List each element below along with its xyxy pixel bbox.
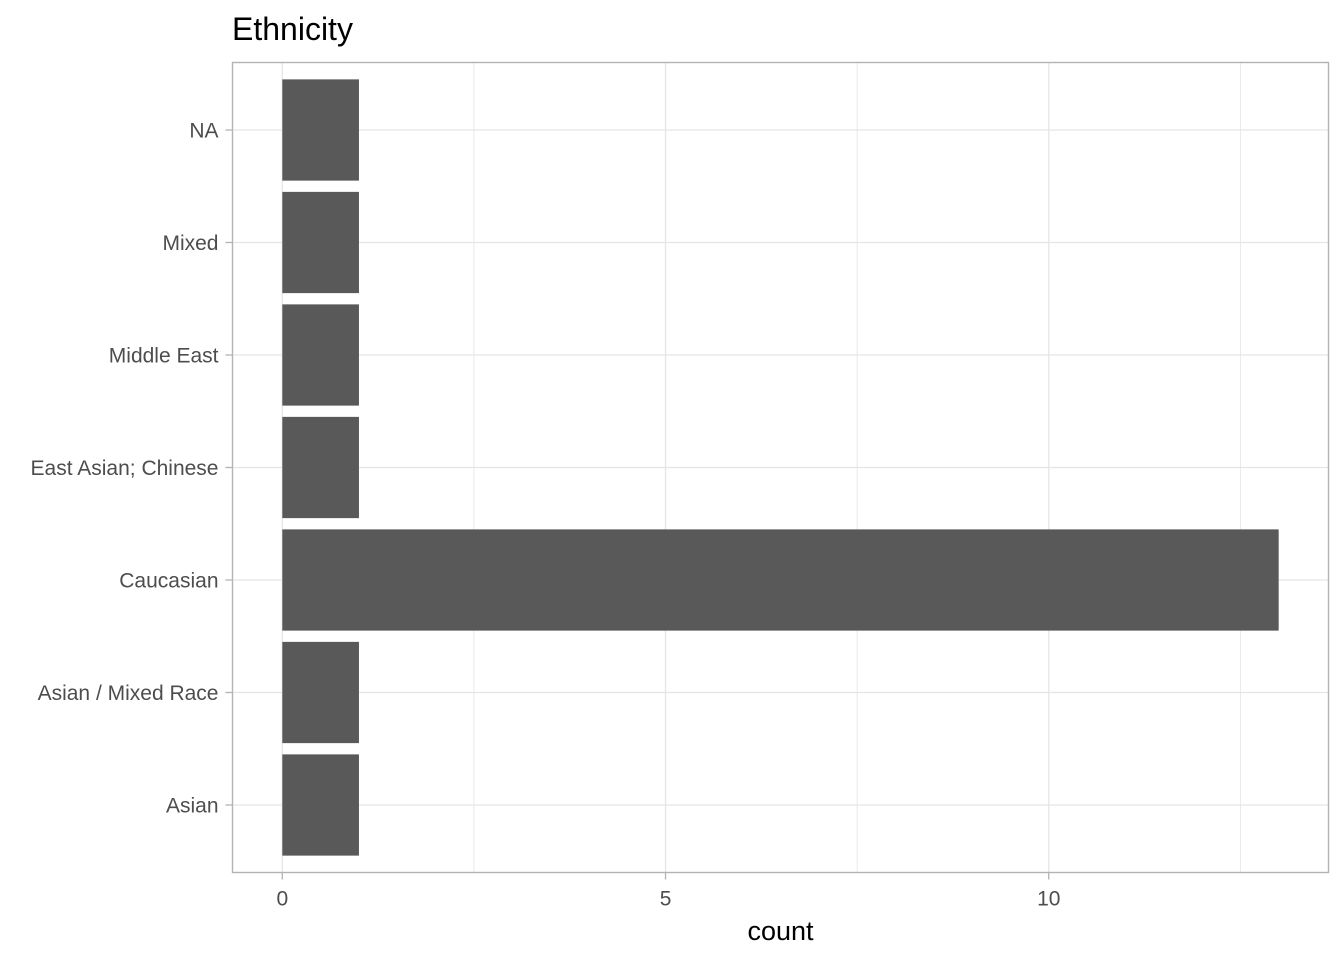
x-axis: 0 5 10 [276, 872, 1060, 911]
grid [232, 62, 1329, 873]
y-tick-label: Middle East [109, 345, 219, 368]
y-axis: Asian Asian / Mixed Race Caucasian East Asi… [31, 120, 233, 818]
bar [282, 79, 359, 181]
x-axis-title: count [747, 916, 814, 946]
y-tick-label: Caucasian [119, 570, 218, 593]
bar [282, 754, 359, 856]
y-tick-label: East Asian; Chinese [31, 457, 219, 480]
y-tick-label: Asian / Mixed Race [38, 682, 219, 705]
chart-title: Ethnicity [232, 11, 353, 47]
bar [282, 191, 359, 294]
bar [282, 529, 1279, 631]
y-tick-label: Asian [166, 795, 219, 818]
bar [282, 416, 359, 519]
x-tick-label: 10 [1037, 888, 1060, 911]
x-tick-label: 0 [276, 888, 288, 911]
bars [282, 79, 1279, 856]
y-tick-label: Mixed [162, 232, 218, 255]
bar [282, 641, 359, 744]
bar [282, 304, 359, 406]
x-tick-label: 5 [660, 888, 672, 911]
y-tick-label: NA [189, 120, 218, 143]
